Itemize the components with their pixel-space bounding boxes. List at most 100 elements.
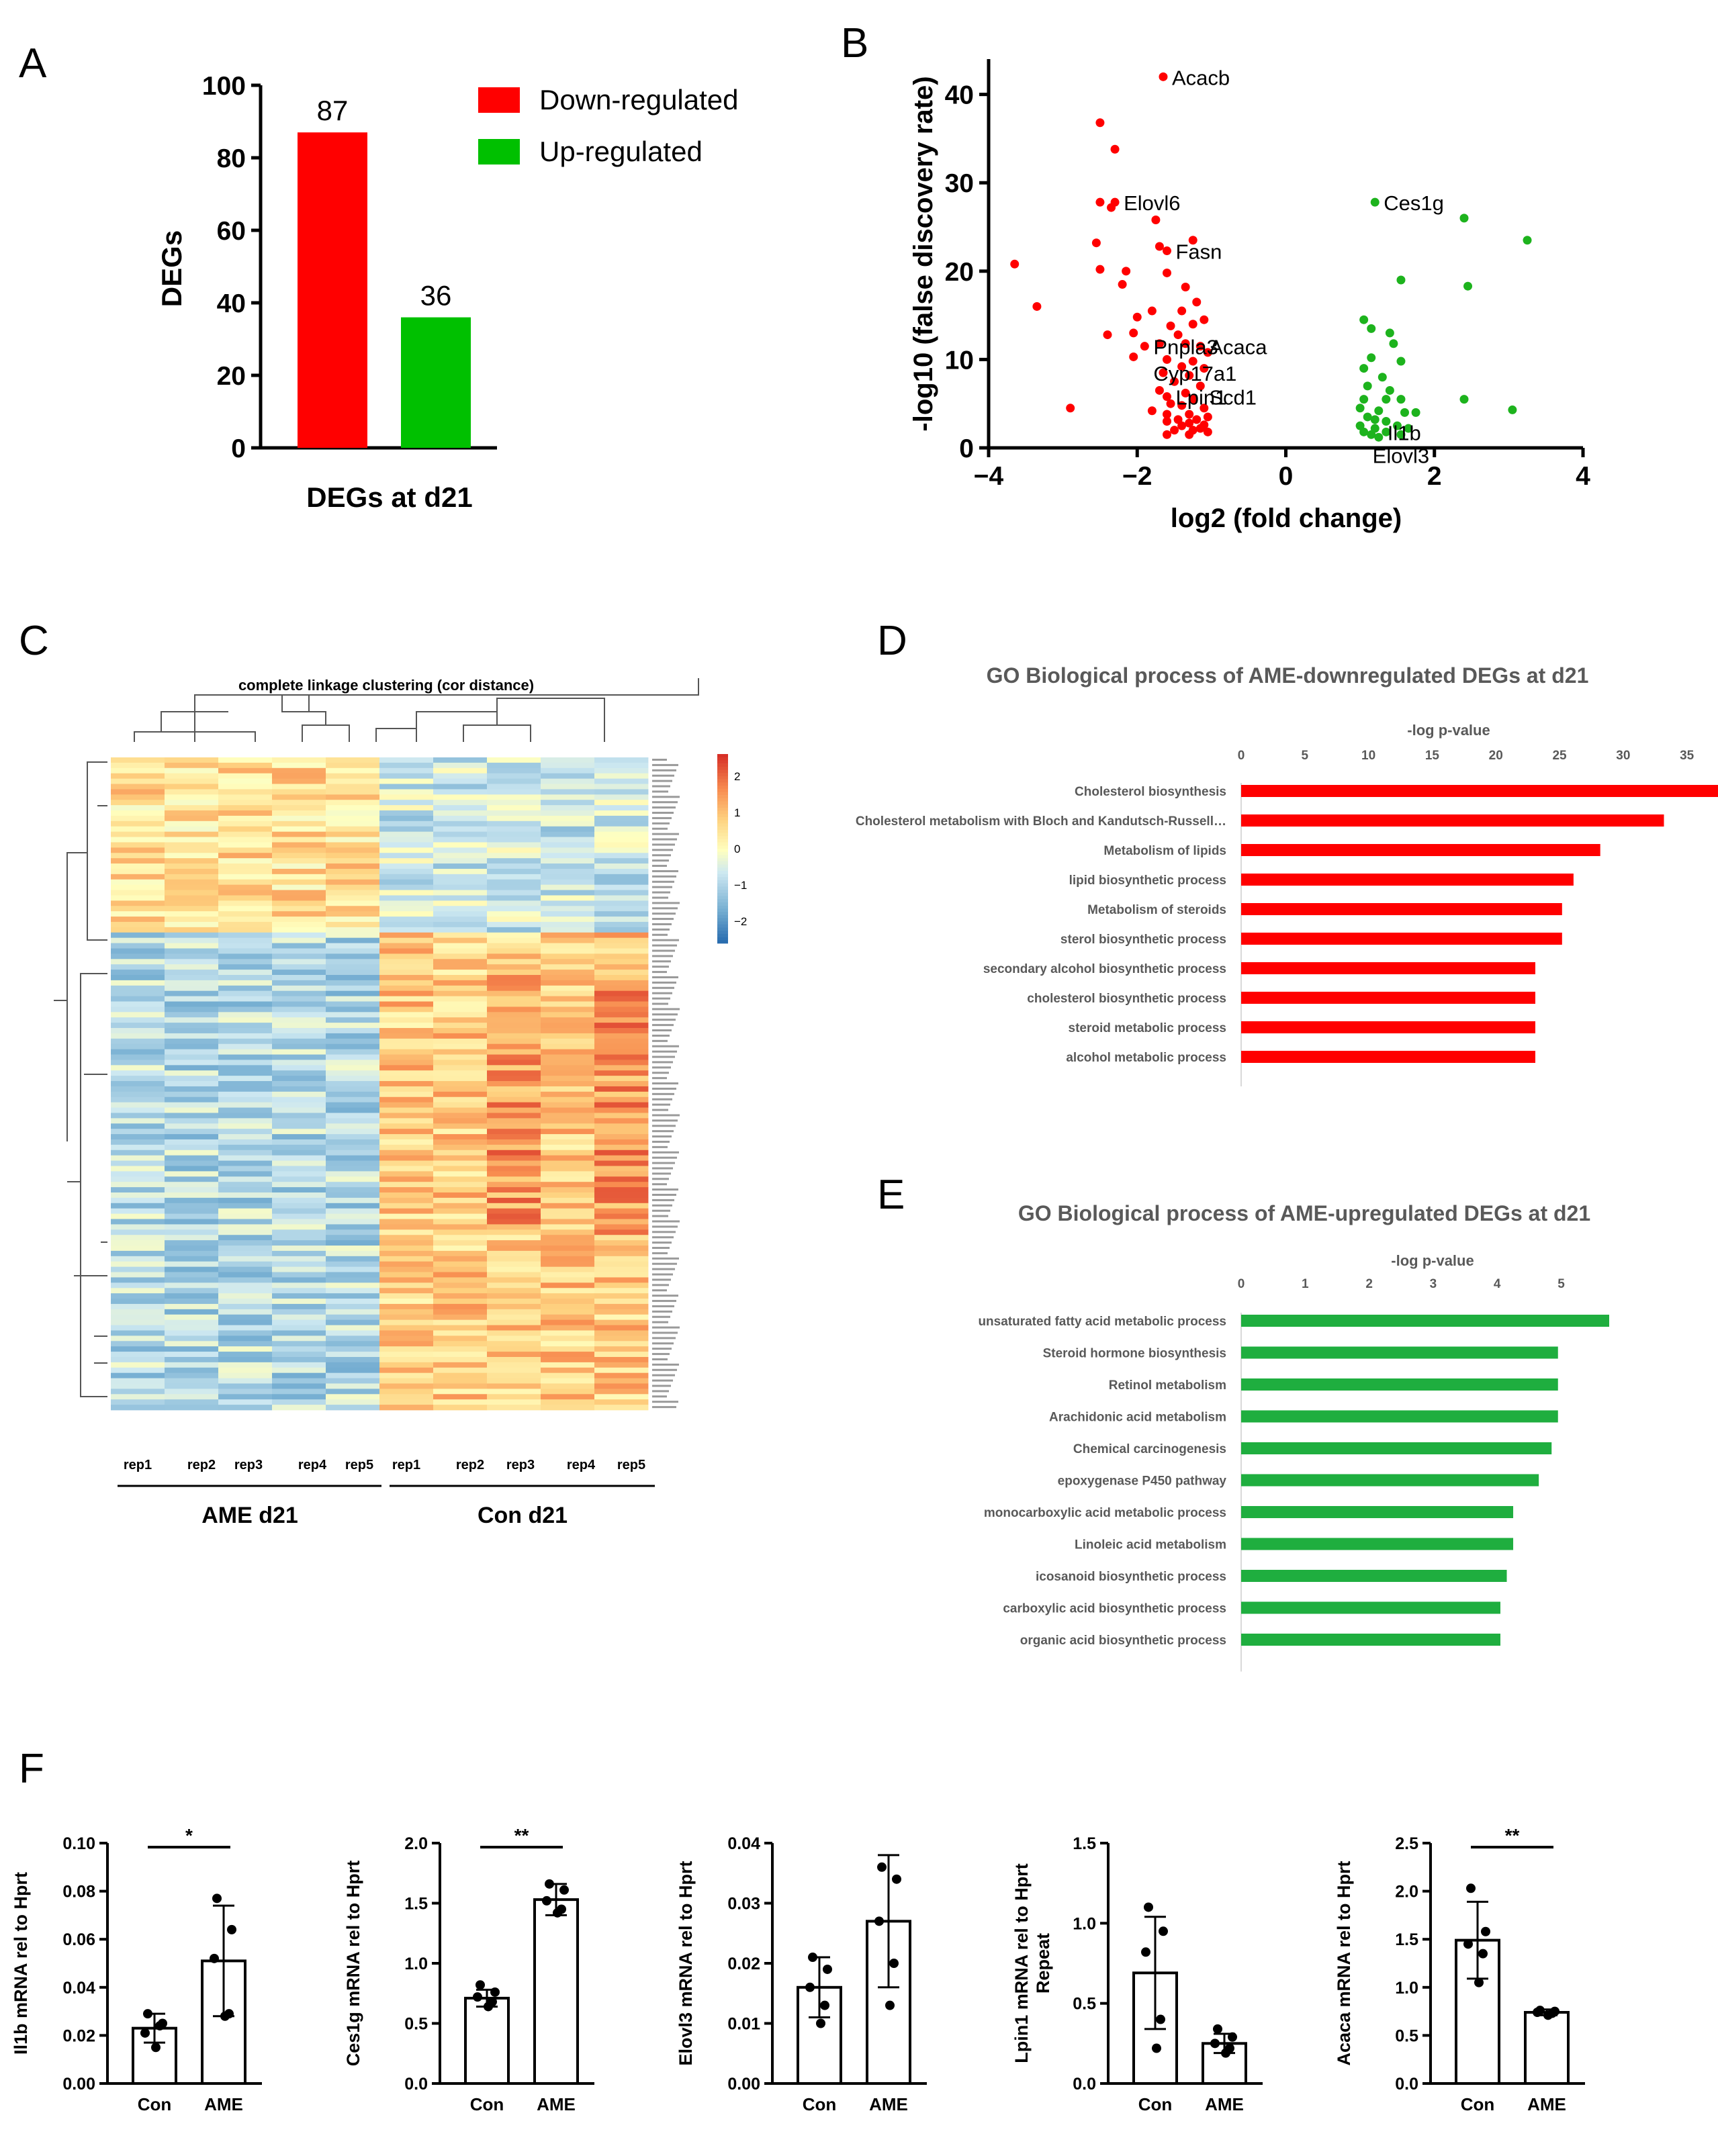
replicate-point — [885, 2000, 895, 2010]
heatmap-cell — [594, 1383, 649, 1389]
heatmap-cell — [594, 1187, 649, 1193]
heatmap-cell — [594, 1282, 649, 1288]
panel-letter-b: B — [841, 20, 868, 66]
heatmap-cell — [487, 1091, 541, 1098]
heatmap-cell — [111, 1250, 165, 1257]
heatmap-cell — [111, 932, 165, 939]
heatmap-cell — [165, 1314, 219, 1321]
heatmap-cell — [487, 1378, 541, 1384]
heatmap-cell — [111, 842, 165, 848]
heatmap-cell — [433, 1246, 488, 1252]
heatmap-cell — [111, 970, 165, 976]
heatmap-cell — [165, 767, 219, 774]
x-axis-title: -log p-value — [1407, 722, 1490, 739]
heatmap-cell — [326, 1197, 380, 1204]
row-label-glyph — [652, 923, 672, 925]
heatmap-cell — [379, 879, 434, 886]
column-label: rep3 — [506, 1458, 535, 1472]
heatmap-cell — [594, 906, 649, 912]
down-point — [1192, 297, 1202, 307]
row-label-glyph — [652, 1188, 678, 1191]
category-label: carboxylic acid biosynthetic process — [1003, 1602, 1226, 1616]
column-label: rep1 — [124, 1458, 152, 1472]
row-label-glyph — [652, 907, 678, 910]
up-point — [1367, 353, 1376, 363]
heatmap-cell — [326, 1356, 380, 1363]
heatmap-cell — [218, 1049, 273, 1055]
replicate-point — [892, 1874, 901, 1884]
heatmap-cell — [379, 762, 434, 769]
heatmap-cell — [487, 1383, 541, 1389]
heatmap-cell — [541, 821, 595, 827]
heatmap-cell — [218, 1330, 273, 1336]
heatmap-cell — [379, 1399, 434, 1405]
heatmap-cell — [379, 1352, 434, 1358]
heatmap-cell — [218, 863, 273, 870]
heatmap-cell — [433, 1150, 488, 1156]
heatmap-cell — [541, 1293, 595, 1299]
significance-marker: ** — [514, 1825, 529, 1846]
heatmap-cell — [272, 1266, 326, 1272]
heatmap-cell — [218, 1277, 273, 1283]
heatmap-cell — [326, 1144, 380, 1151]
colorbar-step — [717, 892, 728, 896]
x-tick-label: −4 — [974, 462, 1004, 491]
heatmap-cell — [541, 884, 595, 890]
heatmap-cell — [541, 1335, 595, 1342]
up-point — [1374, 406, 1384, 416]
heatmap-cell — [326, 1160, 380, 1166]
heatmap-cell — [433, 970, 488, 976]
heatmap-cell — [165, 1394, 219, 1400]
heatmap-cell — [541, 900, 595, 906]
up-point — [1396, 395, 1406, 404]
row-label-glyph — [652, 1082, 678, 1085]
heatmap-cell — [433, 821, 488, 827]
heatmap-cell — [541, 1303, 595, 1310]
heatmap-cell — [433, 937, 488, 943]
heatmap-cell — [487, 800, 541, 806]
heatmap-cell — [379, 1070, 434, 1076]
up-point — [1359, 315, 1369, 324]
heatmap-cell — [379, 858, 434, 864]
row-label-glyph — [652, 843, 675, 846]
heatmap-cell — [487, 1256, 541, 1262]
heatmap-cell — [165, 831, 219, 837]
x-tick-label: AME — [1205, 2094, 1244, 2114]
gene-annotation: Acaca — [1209, 336, 1267, 359]
heatmap-cell — [165, 773, 219, 780]
heatmap-cell — [594, 863, 649, 870]
heatmap-cell — [272, 1123, 326, 1129]
heatmap-cell — [487, 789, 541, 795]
heatmap-cell — [487, 1330, 541, 1336]
heatmap-cell — [541, 815, 595, 822]
heatmap-cell — [594, 1256, 649, 1262]
heatmap-cell — [165, 1113, 219, 1119]
heatmap-cell — [165, 975, 219, 981]
heatmap-cell — [111, 1330, 165, 1336]
heatmap-cell — [326, 858, 380, 864]
heatmap-cell — [218, 1309, 273, 1315]
column-label: rep3 — [234, 1458, 263, 1472]
heatmap-cell — [272, 1070, 326, 1076]
heatmap-cell — [433, 831, 488, 837]
row-label-glyph — [652, 1029, 672, 1032]
bar-0 — [298, 132, 367, 448]
heatmap-cell — [541, 1171, 595, 1177]
heatmap-cell — [487, 1123, 541, 1129]
heatmap-cell — [594, 948, 649, 954]
heatmap-cell — [379, 970, 434, 976]
heatmap-cell — [541, 1213, 595, 1219]
heatmap-cell — [272, 1303, 326, 1310]
heatmap-cell — [165, 1123, 219, 1129]
colorbar-tick-label: 0 — [734, 843, 740, 855]
y-tick-label: 2.0 — [1395, 1883, 1418, 1902]
category-label: monocarboxylic acid metabolic process — [984, 1506, 1226, 1520]
heatmap-cell — [165, 1346, 219, 1352]
heatmap-cell — [326, 1261, 380, 1268]
heatmap-cell — [487, 847, 541, 853]
row-label-glyph — [652, 769, 676, 771]
heatmap-cell — [487, 1150, 541, 1156]
heatmap-cell — [218, 959, 273, 965]
heatmap-cell — [541, 826, 595, 833]
heatmap-cell — [165, 1155, 219, 1161]
